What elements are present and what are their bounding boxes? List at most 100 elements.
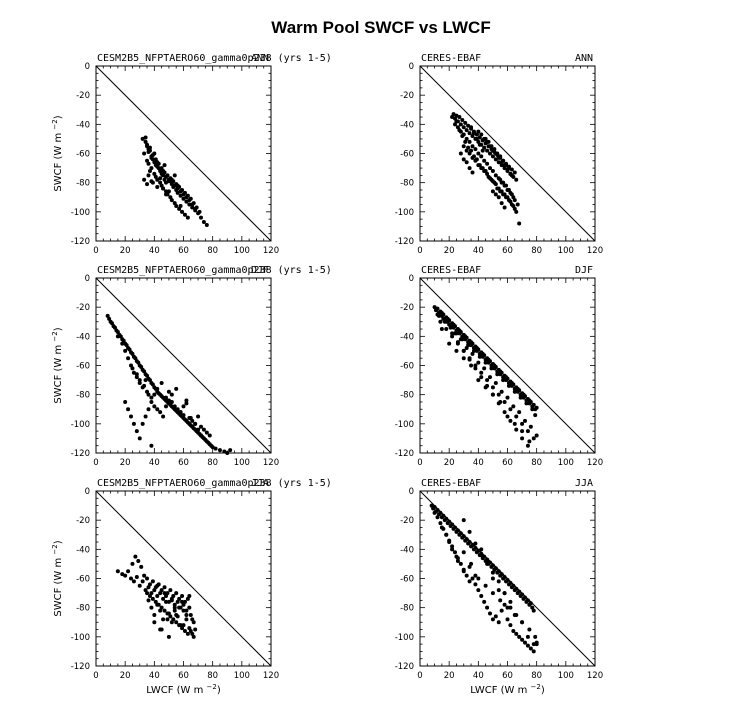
data-point <box>172 605 177 610</box>
data-point <box>158 627 163 632</box>
y-tick-label: -100 <box>71 420 90 430</box>
data-point <box>502 410 507 415</box>
data-point <box>204 430 209 435</box>
data-point <box>473 541 478 546</box>
data-point <box>199 433 203 438</box>
data-point <box>166 634 171 639</box>
data-point <box>464 537 469 542</box>
data-point <box>508 580 513 585</box>
data-point <box>490 385 495 390</box>
data-point <box>184 617 189 622</box>
data-point <box>488 144 492 149</box>
one-to-one-line <box>95 65 272 242</box>
data-point <box>137 583 142 588</box>
data-point <box>485 383 490 388</box>
data-point <box>164 192 168 197</box>
panel-right-label: ANN <box>251 53 269 64</box>
y-tick-label: -80 <box>400 604 414 614</box>
data-point <box>182 599 187 604</box>
data-point <box>181 404 186 409</box>
data-point <box>181 413 186 418</box>
data-point <box>496 620 501 625</box>
data-point <box>172 602 177 607</box>
data-point <box>432 510 437 515</box>
data-point <box>476 360 481 365</box>
data-point <box>473 363 478 368</box>
data-point <box>524 401 529 406</box>
data-point <box>161 414 166 419</box>
data-point <box>191 620 196 625</box>
data-point <box>140 579 145 584</box>
data-point <box>175 183 180 188</box>
x-tick-label: 0 <box>417 246 422 256</box>
x-tick-label: 100 <box>558 458 574 468</box>
data-point <box>490 576 495 581</box>
data-point <box>528 646 533 651</box>
data-point <box>482 366 487 371</box>
data-point <box>149 443 154 448</box>
data-point <box>213 446 218 451</box>
x-tick-label: 80 <box>207 671 218 681</box>
data-point <box>525 429 530 434</box>
x-tick-label: 20 <box>444 458 455 468</box>
panel-right-label: JJA <box>251 478 269 489</box>
data-point <box>168 588 173 593</box>
y-tick-label: -80 <box>400 391 414 401</box>
panel-right-label: DJF <box>575 265 593 276</box>
data-point <box>441 513 446 518</box>
x-tick-label: 60 <box>178 458 189 468</box>
data-point <box>490 591 495 596</box>
data-point <box>434 308 439 313</box>
data-point <box>182 629 187 633</box>
data-point <box>461 144 466 149</box>
data-point <box>508 599 513 604</box>
data-point <box>476 163 481 168</box>
data-point <box>477 354 482 359</box>
data-point <box>496 155 501 160</box>
data-point <box>199 215 203 220</box>
x-tick-label: 60 <box>502 671 513 681</box>
data-point <box>152 612 157 617</box>
data-point <box>143 135 148 140</box>
data-point <box>521 392 526 397</box>
data-point <box>463 139 468 144</box>
data-point <box>469 363 474 368</box>
data-point <box>142 151 147 156</box>
data-point <box>498 598 503 603</box>
data-point <box>168 614 173 619</box>
data-point <box>479 132 484 137</box>
data-point <box>126 356 131 361</box>
x-tick-label: 120 <box>587 458 603 468</box>
data-point <box>447 519 452 524</box>
data-point <box>480 148 485 153</box>
data-point <box>435 507 440 512</box>
panel-left-label: CERES-EBAF <box>421 478 481 489</box>
x-tick-label: 60 <box>178 671 189 681</box>
data-point <box>143 378 148 383</box>
data-point <box>473 147 478 152</box>
data-point <box>520 436 525 441</box>
data-point <box>461 125 466 130</box>
data-point <box>498 177 503 182</box>
data-point <box>166 189 171 194</box>
data-point <box>534 405 539 410</box>
data-point <box>506 383 511 388</box>
data-point <box>159 381 164 385</box>
data-point <box>134 429 139 434</box>
x-tick-label: 80 <box>531 246 542 256</box>
data-point <box>177 596 182 601</box>
data-point <box>147 145 152 150</box>
x-tick-label: 120 <box>263 246 279 256</box>
data-point <box>499 189 504 194</box>
data-point <box>469 125 474 130</box>
data-point <box>161 596 166 601</box>
data-point <box>511 204 516 208</box>
y-tick-label: 0 <box>85 274 90 284</box>
data-point <box>458 531 463 536</box>
data-point <box>461 518 466 523</box>
data-point <box>454 331 459 336</box>
data-point <box>511 404 516 409</box>
data-point <box>155 407 160 412</box>
data-point <box>438 521 443 526</box>
data-point <box>505 167 510 172</box>
